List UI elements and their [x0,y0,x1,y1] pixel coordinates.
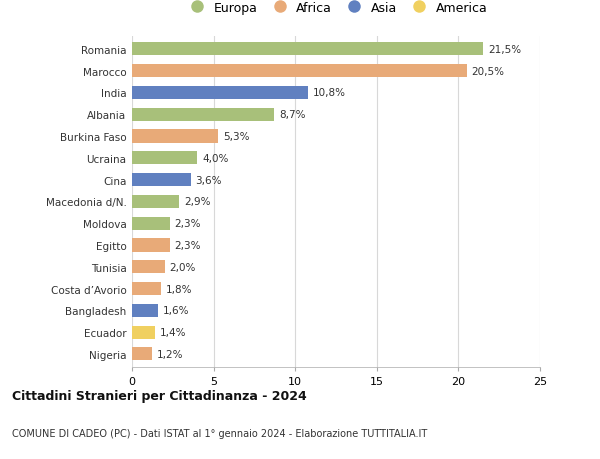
Text: 8,7%: 8,7% [279,110,305,120]
Bar [132,217,170,230]
Legend: Europa, Africa, Asia, America: Europa, Africa, Asia, America [179,0,493,20]
Bar [132,65,467,78]
Bar [132,108,274,122]
Text: 2,3%: 2,3% [175,218,201,229]
Bar [132,326,155,339]
Text: 2,3%: 2,3% [175,241,201,251]
Text: Cittadini Stranieri per Cittadinanza - 2024: Cittadini Stranieri per Cittadinanza - 2… [12,389,307,403]
Bar [132,239,170,252]
Bar [132,87,308,100]
Text: 2,0%: 2,0% [170,262,196,272]
Text: 4,0%: 4,0% [202,153,229,163]
Bar [132,347,152,361]
Bar [132,152,197,165]
Text: 5,3%: 5,3% [223,132,250,142]
Text: 2,9%: 2,9% [184,197,211,207]
Text: 1,4%: 1,4% [160,327,186,337]
Bar [132,196,179,208]
Text: COMUNE DI CADEO (PC) - Dati ISTAT al 1° gennaio 2024 - Elaborazione TUTTITALIA.I: COMUNE DI CADEO (PC) - Dati ISTAT al 1° … [12,428,427,438]
Bar [132,43,483,56]
Text: 1,6%: 1,6% [163,306,190,316]
Text: 1,8%: 1,8% [166,284,193,294]
Bar [132,282,161,296]
Bar [132,174,191,187]
Text: 10,8%: 10,8% [313,88,346,98]
Bar [132,304,158,317]
Text: 20,5%: 20,5% [472,67,505,77]
Bar [132,130,218,143]
Bar [132,261,164,274]
Text: 3,6%: 3,6% [196,175,222,185]
Text: 21,5%: 21,5% [488,45,521,55]
Text: 1,2%: 1,2% [157,349,183,359]
